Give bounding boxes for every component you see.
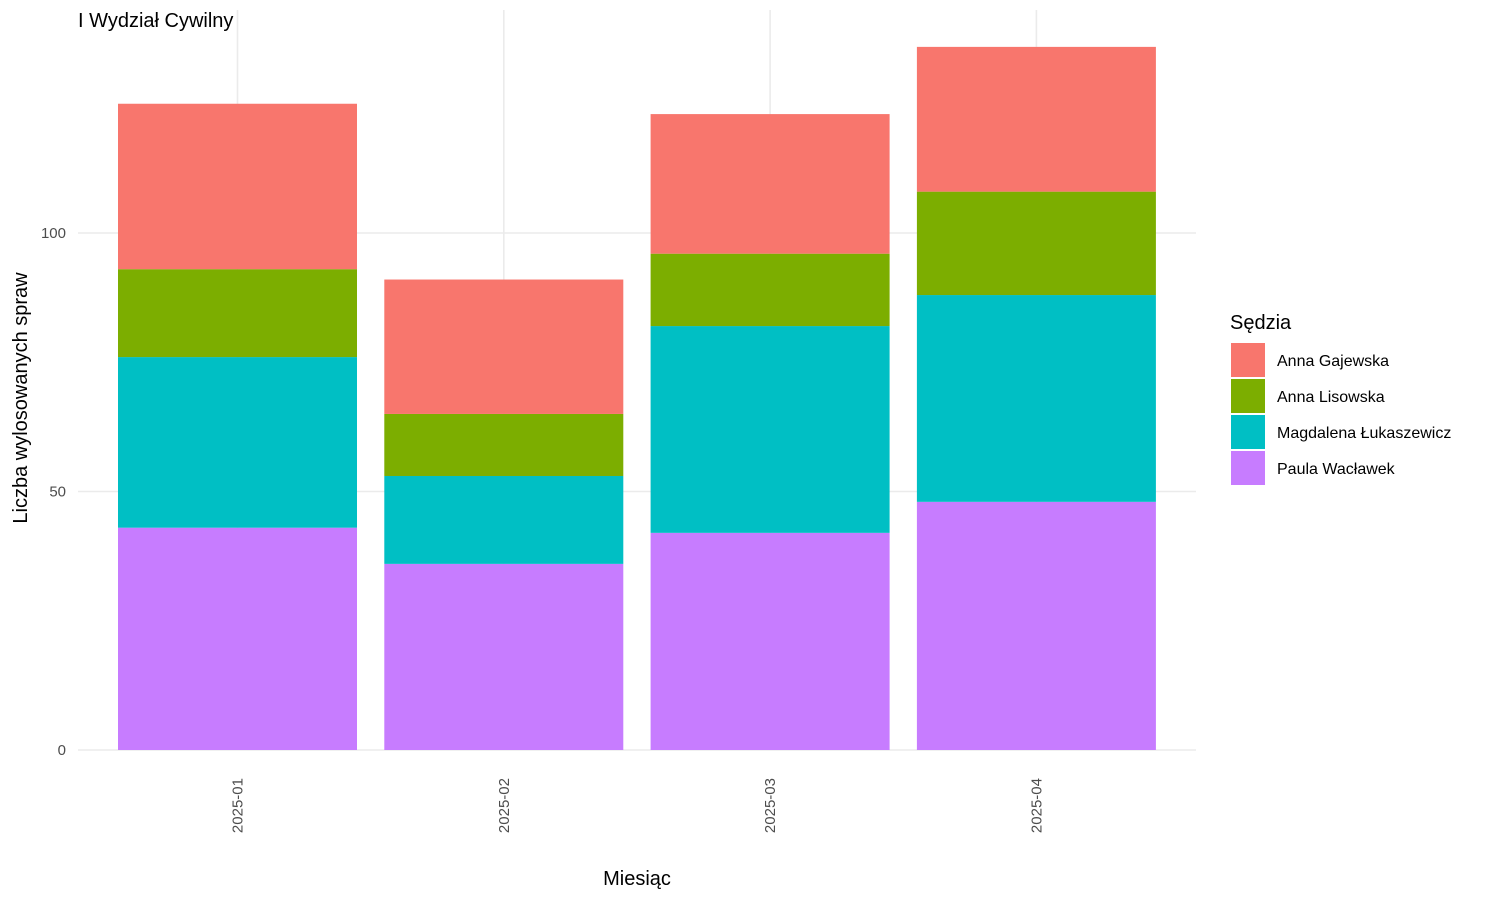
- x-tick-label: 2025-03: [762, 778, 779, 833]
- x-tick-label: 2025-04: [1028, 778, 1045, 833]
- y-tick-label: 0: [58, 742, 66, 759]
- bar-segment: [118, 357, 357, 528]
- bar-segment: [916, 295, 1156, 502]
- y-tick-label: 100: [41, 225, 66, 242]
- legend: Sędzia Anna Gajewska Anna Lisowska Magdale…: [1230, 312, 1451, 485]
- legend-label: Anna Lisowska: [1277, 389, 1385, 406]
- legend-swatch: [1231, 415, 1265, 449]
- bar-segment: [916, 501, 1156, 750]
- bar-segment: [384, 413, 624, 476]
- bar-segment: [118, 103, 357, 270]
- bar-segment: [384, 279, 624, 414]
- x-axis-title: Miesiąc: [603, 868, 671, 890]
- bar-segment: [384, 475, 624, 564]
- legend-label: Paula Wacławek: [1277, 461, 1396, 478]
- bar-segment: [650, 532, 890, 750]
- bar-segment: [916, 191, 1156, 296]
- legend-title: Sędzia: [1230, 312, 1292, 334]
- bar-segment: [384, 563, 624, 750]
- y-axis-title: Liczba wylosowanych spraw: [10, 272, 32, 524]
- legend-label: Magdalena Łukaszewicz: [1277, 425, 1451, 442]
- x-tick-label: 2025-02: [496, 778, 513, 833]
- legend-items: Anna Gajewska Anna Lisowska Magdalena Łuka…: [1231, 343, 1451, 485]
- legend-label: Anna Gajewska: [1277, 353, 1389, 370]
- x-tick-label: 2025-01: [230, 778, 247, 833]
- ticks-layer: 0 50 100 2025-01 2025-02 2025-03 2025-04: [41, 225, 1045, 833]
- bar-segment: [916, 46, 1156, 192]
- legend-swatch: [1231, 343, 1265, 377]
- bar-segment: [650, 326, 890, 533]
- bar-segment: [650, 114, 890, 254]
- bar-segment: [650, 253, 890, 327]
- y-tick-label: 50: [49, 484, 66, 501]
- legend-swatch: [1231, 451, 1265, 485]
- bar-segment: [118, 527, 357, 750]
- bars-layer: [118, 46, 1156, 750]
- chart-title: I Wydział Cywilny: [78, 10, 233, 32]
- legend-swatch: [1231, 379, 1265, 413]
- bar-segment: [118, 269, 357, 358]
